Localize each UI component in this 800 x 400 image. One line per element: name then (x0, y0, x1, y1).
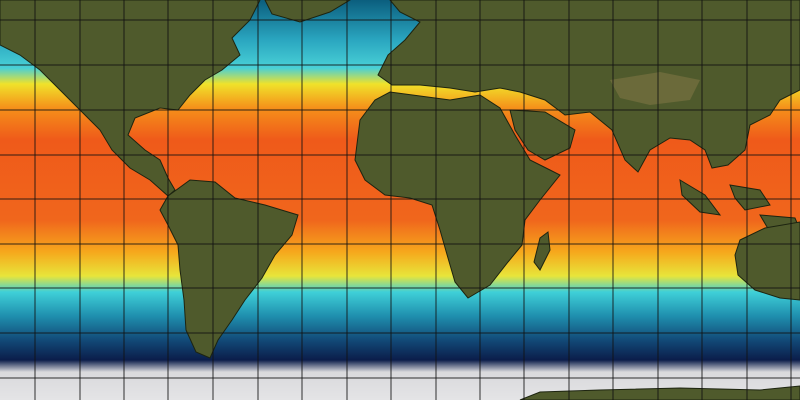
eurasia (377, 0, 800, 173)
south-america (159, 179, 299, 359)
australia (734, 221, 800, 301)
tibet-plateau (610, 72, 700, 105)
indonesia (679, 179, 800, 233)
madagascar (533, 231, 551, 271)
greenland (264, 0, 351, 23)
arabia (509, 109, 576, 161)
north-america (0, 0, 261, 197)
antarctica (519, 385, 800, 400)
